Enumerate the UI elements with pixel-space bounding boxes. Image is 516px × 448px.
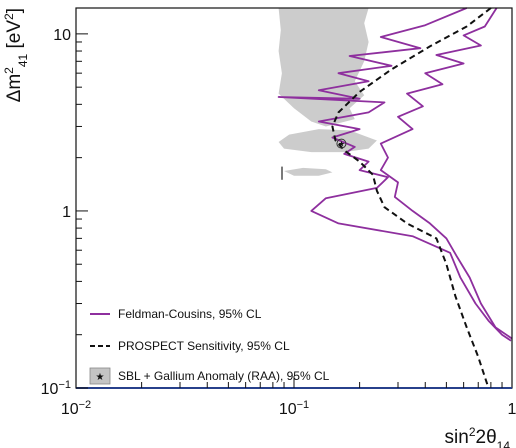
- legend-label-sbl-gallium: SBL + Gallium Anomaly (RAA), 95% CL: [118, 369, 330, 383]
- axis-ticks: [75, 33, 503, 389]
- feldman-cousins-contour-1: [277, 7, 512, 342]
- best-fit-layer: ★: [281, 138, 347, 180]
- legend-label-prospect-sensitivity: PROSPECT Sensitivity, 95% CL: [118, 339, 290, 353]
- x-tick-label: 10−2: [61, 399, 91, 418]
- allowed-region-3: [284, 167, 333, 176]
- y-tick-label: 10−1: [41, 379, 71, 398]
- allowed-region-2: [278, 129, 377, 153]
- y-axis-label: Δm241 [eV2]: [2, 8, 30, 102]
- legend-star-icon: ★: [96, 372, 105, 383]
- legend-swatch-sbl-gallium: [89, 367, 111, 385]
- legend-entry-sbl-gallium: ★ SBL + Gallium Anomaly (RAA), 95% CL: [89, 367, 330, 385]
- x-tick-label: 1: [508, 401, 516, 418]
- x-tick-label: 10−1: [279, 399, 309, 418]
- best-fit-marker: [336, 138, 347, 149]
- y-tick-label: 1: [62, 204, 71, 221]
- best-fit-star-icon: ★: [338, 140, 345, 149]
- series-layer: [277, 7, 513, 389]
- allowed-region-1: [278, 8, 369, 127]
- legend-label-feldman-cousins: Feldman-Cousins, 95% CL: [118, 307, 262, 321]
- feldman-cousins-contour-2: [379, 7, 513, 340]
- y-tick-label: 10: [53, 27, 71, 44]
- legend-entry-prospect-sensitivity: PROSPECT Sensitivity, 95% CL: [90, 339, 290, 353]
- x-axis-label: sin22θ14: [445, 425, 511, 448]
- legend: Feldman-Cousins, 95% CL PROSPECT Sensiti…: [89, 307, 330, 385]
- legend-entry-feldman-cousins: Feldman-Cousins, 95% CL: [90, 307, 262, 321]
- prospect-sensitivity-curve: [331, 7, 492, 389]
